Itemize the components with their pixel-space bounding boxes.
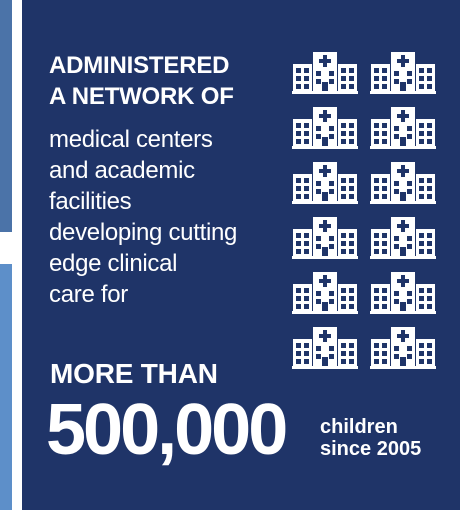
- hospital-icon: [370, 107, 436, 149]
- body-line: medical centers: [49, 126, 213, 153]
- suffix-line-2: since 2005: [320, 438, 422, 460]
- body-line: edge clinical: [49, 250, 178, 277]
- hospital-icon-grid: [292, 48, 442, 369]
- body-line: developing cutting: [49, 219, 238, 246]
- body-line: facilities: [49, 188, 132, 215]
- infographic-panel: ADMINISTERED A NETWORK OF medical center…: [22, 0, 460, 510]
- suffix-line-1: children: [320, 416, 398, 438]
- hospital-icon: [292, 52, 358, 94]
- hospital-icon: [292, 217, 358, 259]
- headline: ADMINISTERED A NETWORK OF: [49, 50, 269, 112]
- more-than-label: MORE THAN: [50, 358, 218, 389]
- hospital-icon: [292, 107, 358, 149]
- hospital-icon: [370, 162, 436, 204]
- hospital-icon: [370, 217, 436, 259]
- left-accent-strip-bottom: [0, 264, 12, 510]
- hospital-icon: [292, 327, 358, 369]
- hospital-icon: [370, 52, 436, 94]
- left-accent-strip-top: [0, 0, 12, 232]
- body-line: and academic: [49, 157, 195, 184]
- big-number: 500,000: [46, 390, 288, 470]
- body-line: care for: [49, 281, 128, 308]
- headline-line-2: A NETWORK OF: [49, 83, 234, 110]
- number-suffix: children since 2005: [320, 416, 421, 460]
- hospital-icon: [370, 272, 436, 314]
- headline-line-1: ADMINISTERED: [49, 52, 230, 79]
- body-copy: medical centers and academic facilities …: [49, 124, 289, 310]
- hospital-icon: [292, 162, 358, 204]
- hospital-icon: [370, 327, 436, 369]
- hospital-icon: [292, 272, 358, 314]
